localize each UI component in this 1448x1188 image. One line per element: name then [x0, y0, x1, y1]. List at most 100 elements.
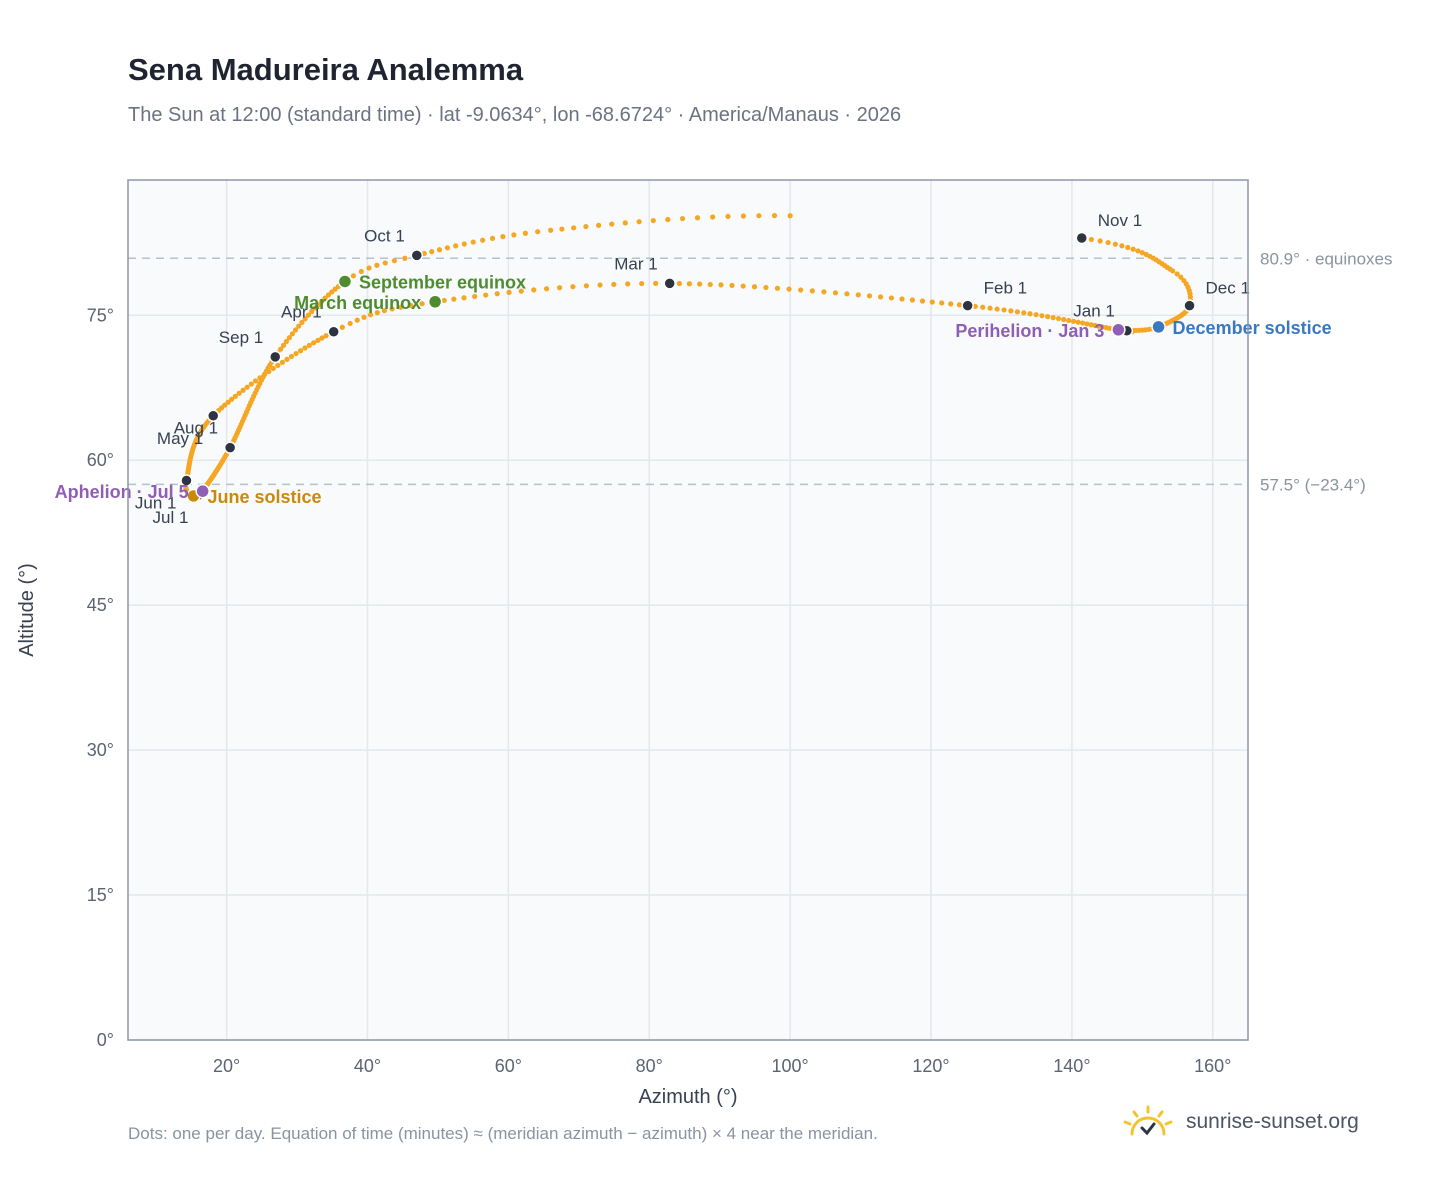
daily-dot — [1033, 312, 1039, 318]
chart-title: Sena Madureira Analemma — [128, 52, 524, 87]
daily-dot — [919, 298, 926, 304]
plot-frame — [127, 179, 1249, 1041]
x-tick-label: 60° — [495, 1056, 522, 1076]
daily-dot — [1097, 238, 1103, 244]
daily-dot — [1061, 316, 1067, 323]
x-tick-label: 120° — [912, 1056, 949, 1076]
daily-dot — [293, 350, 299, 357]
month-label: Mar 1 — [614, 254, 657, 273]
daily-dot — [1014, 309, 1021, 315]
daily-dot — [461, 295, 467, 301]
daily-dot — [948, 301, 954, 307]
y-tick-label: 30° — [87, 740, 114, 760]
plot-area — [128, 180, 1248, 1040]
daily-dot — [309, 308, 315, 315]
daily-dot — [480, 237, 486, 243]
daily-dot — [522, 230, 529, 236]
daily-dot — [1105, 239, 1111, 246]
daily-dot — [278, 346, 284, 352]
daily-dot — [653, 280, 659, 286]
daily-dot — [500, 234, 506, 240]
daily-dot — [408, 302, 414, 309]
event-label: March equinox — [294, 293, 421, 313]
y-tick-label: 15° — [87, 885, 114, 905]
daily-dot — [470, 239, 476, 245]
daily-dot — [786, 286, 792, 292]
daily-dot — [339, 324, 345, 330]
daily-dot — [1055, 315, 1062, 322]
y-tick-label: 0° — [97, 1030, 114, 1050]
daily-dot — [665, 216, 671, 223]
daily-dot — [402, 255, 408, 261]
daily-dot — [315, 337, 321, 343]
daily-dot — [639, 280, 645, 287]
daily-dot — [756, 213, 762, 219]
month-label: Jul 1 — [153, 508, 189, 527]
daily-dot — [571, 225, 577, 231]
daily-dot — [1084, 321, 1090, 327]
daily-dot — [1088, 322, 1094, 328]
event-label: Perihelion · Jan 3 — [955, 321, 1104, 341]
event-marker — [1151, 319, 1166, 335]
daily-dot — [275, 362, 281, 369]
daily-dot — [252, 378, 259, 384]
daily-dot — [382, 260, 388, 266]
daily-dot — [229, 396, 235, 402]
daily-dot — [1045, 314, 1051, 320]
event-marker — [427, 294, 443, 310]
daily-dot — [1070, 318, 1077, 324]
daily-dot — [596, 222, 602, 228]
month-label: Jun 1 — [135, 494, 177, 513]
daily-dot — [325, 292, 332, 298]
daily-dot — [350, 273, 357, 279]
daily-dot — [302, 316, 308, 322]
daily-dot — [1170, 268, 1176, 274]
daily-dot — [311, 340, 317, 346]
daily-dot — [299, 319, 305, 326]
daily-dot — [1178, 274, 1184, 280]
daily-dot — [494, 291, 500, 297]
daily-dot — [429, 249, 435, 255]
daily-dot — [583, 283, 589, 289]
daily-dot — [557, 285, 563, 291]
daily-dot — [374, 310, 380, 316]
daily-dot — [679, 215, 686, 222]
daily-dot — [315, 301, 322, 308]
daily-dot — [972, 303, 978, 310]
daily-dot — [725, 213, 731, 220]
daily-dot — [361, 314, 367, 320]
daily-dot — [636, 219, 642, 225]
sun-logo-icon — [1123, 1105, 1173, 1136]
daily-dot — [987, 305, 993, 311]
daily-dot — [436, 247, 443, 253]
month-marker — [1183, 299, 1196, 312]
daily-dot — [531, 287, 537, 293]
month-label: Sep 1 — [219, 328, 263, 347]
daily-dot — [1027, 311, 1033, 317]
daily-dot — [1039, 313, 1045, 319]
daily-dot — [866, 293, 873, 299]
month-marker — [1075, 231, 1089, 245]
x-tick-label: 140° — [1053, 1056, 1090, 1076]
daily-dot — [323, 333, 329, 339]
daily-dot — [697, 281, 703, 287]
chart-subtitle: The Sun at 12:00 (standard time) · lat -… — [128, 104, 902, 126]
daily-dot — [939, 300, 945, 306]
daily-dot — [461, 241, 467, 247]
daily-dot — [877, 294, 884, 300]
event-marker — [195, 483, 210, 499]
daily-dot — [284, 356, 290, 362]
daily-dot — [798, 287, 804, 293]
daily-dot — [288, 353, 295, 360]
daily-dot — [289, 331, 296, 337]
daily-dot — [956, 302, 963, 308]
y-tick-label: 45° — [87, 595, 114, 615]
daily-dot — [763, 284, 769, 291]
daily-dot — [888, 295, 894, 301]
daily-dot — [1112, 241, 1118, 247]
daily-dot — [686, 281, 692, 287]
daily-dot — [844, 291, 850, 297]
brand-logo[interactable]: sunrise-sunset.org — [1120, 1104, 1359, 1140]
daily-dot — [451, 296, 457, 302]
daily-dot — [367, 312, 374, 318]
